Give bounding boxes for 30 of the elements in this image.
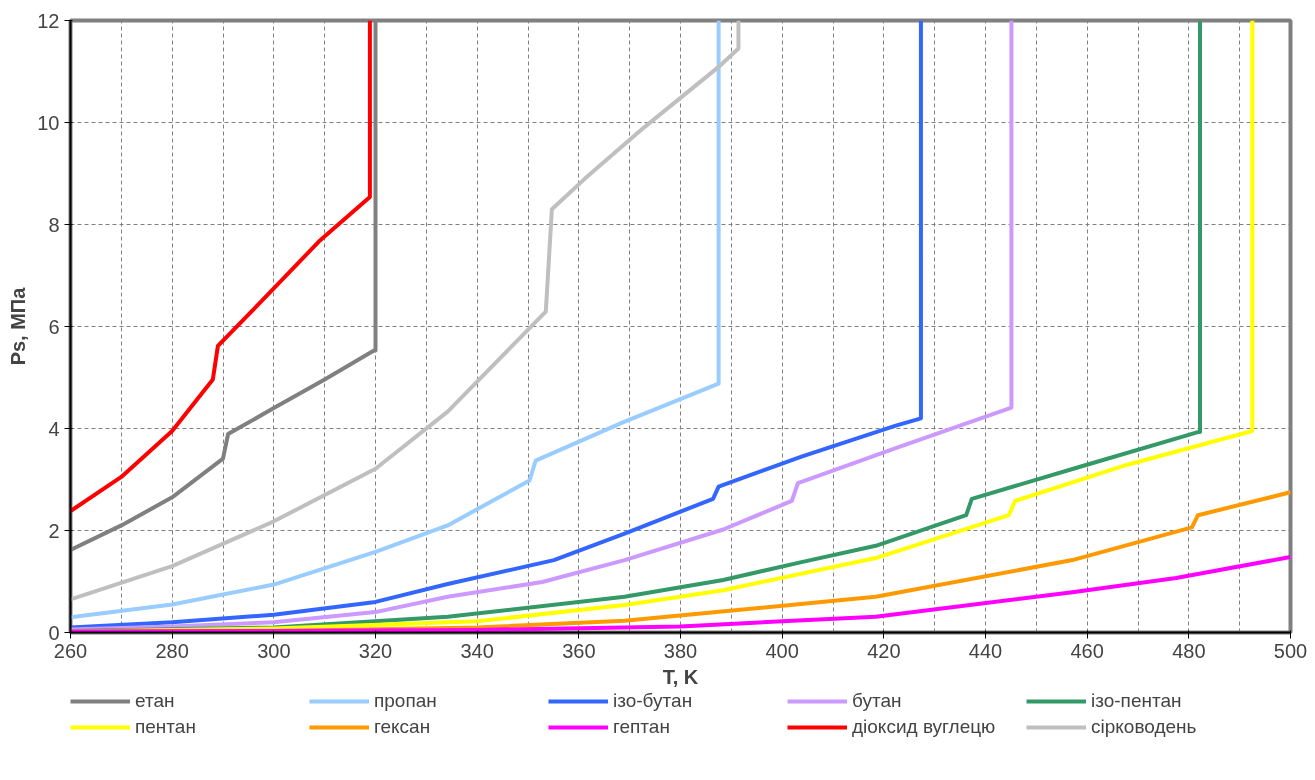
x-tick-label: 380 (663, 639, 698, 662)
legend-label: пентан (135, 716, 197, 738)
legend-label: етан (135, 690, 176, 712)
legend-label: пропан (374, 690, 438, 712)
x-tick-label: 480 (1172, 639, 1206, 662)
y-tick-label: 6 (48, 315, 60, 338)
legend-label: ізо-бутан (613, 690, 694, 712)
y-tick-label: 10 (37, 111, 60, 134)
x-tick-label: 300 (257, 639, 291, 662)
legend-label: гексан (374, 716, 432, 738)
x-axis-title: T, K (662, 665, 699, 688)
legend-label: гептан (613, 716, 671, 738)
legend-label: сірководень (1091, 716, 1198, 738)
y-tick-label: 4 (48, 417, 60, 440)
x-tick-label: 440 (968, 639, 1003, 662)
x-tick-label: 400 (765, 639, 799, 662)
x-tick-label: 340 (460, 639, 494, 662)
y-tick-label: 8 (48, 213, 60, 236)
y-tick-label: 2 (48, 519, 60, 542)
x-tick-label: 280 (155, 639, 189, 662)
x-tick-label: 500 (1273, 639, 1308, 662)
legend-label: діоксид вуглецю (852, 716, 997, 738)
y-tick-label: 12 (37, 9, 60, 32)
legend-label: ізо-пентан (1091, 690, 1183, 712)
y-axis-title: Ps, МПа (7, 286, 30, 366)
x-tick-label: 420 (867, 639, 901, 662)
x-tick-label: 320 (358, 639, 393, 662)
x-tick-label: 460 (1070, 639, 1104, 662)
legend-label: бутан (852, 690, 903, 712)
x-tick-label: 360 (562, 639, 596, 662)
